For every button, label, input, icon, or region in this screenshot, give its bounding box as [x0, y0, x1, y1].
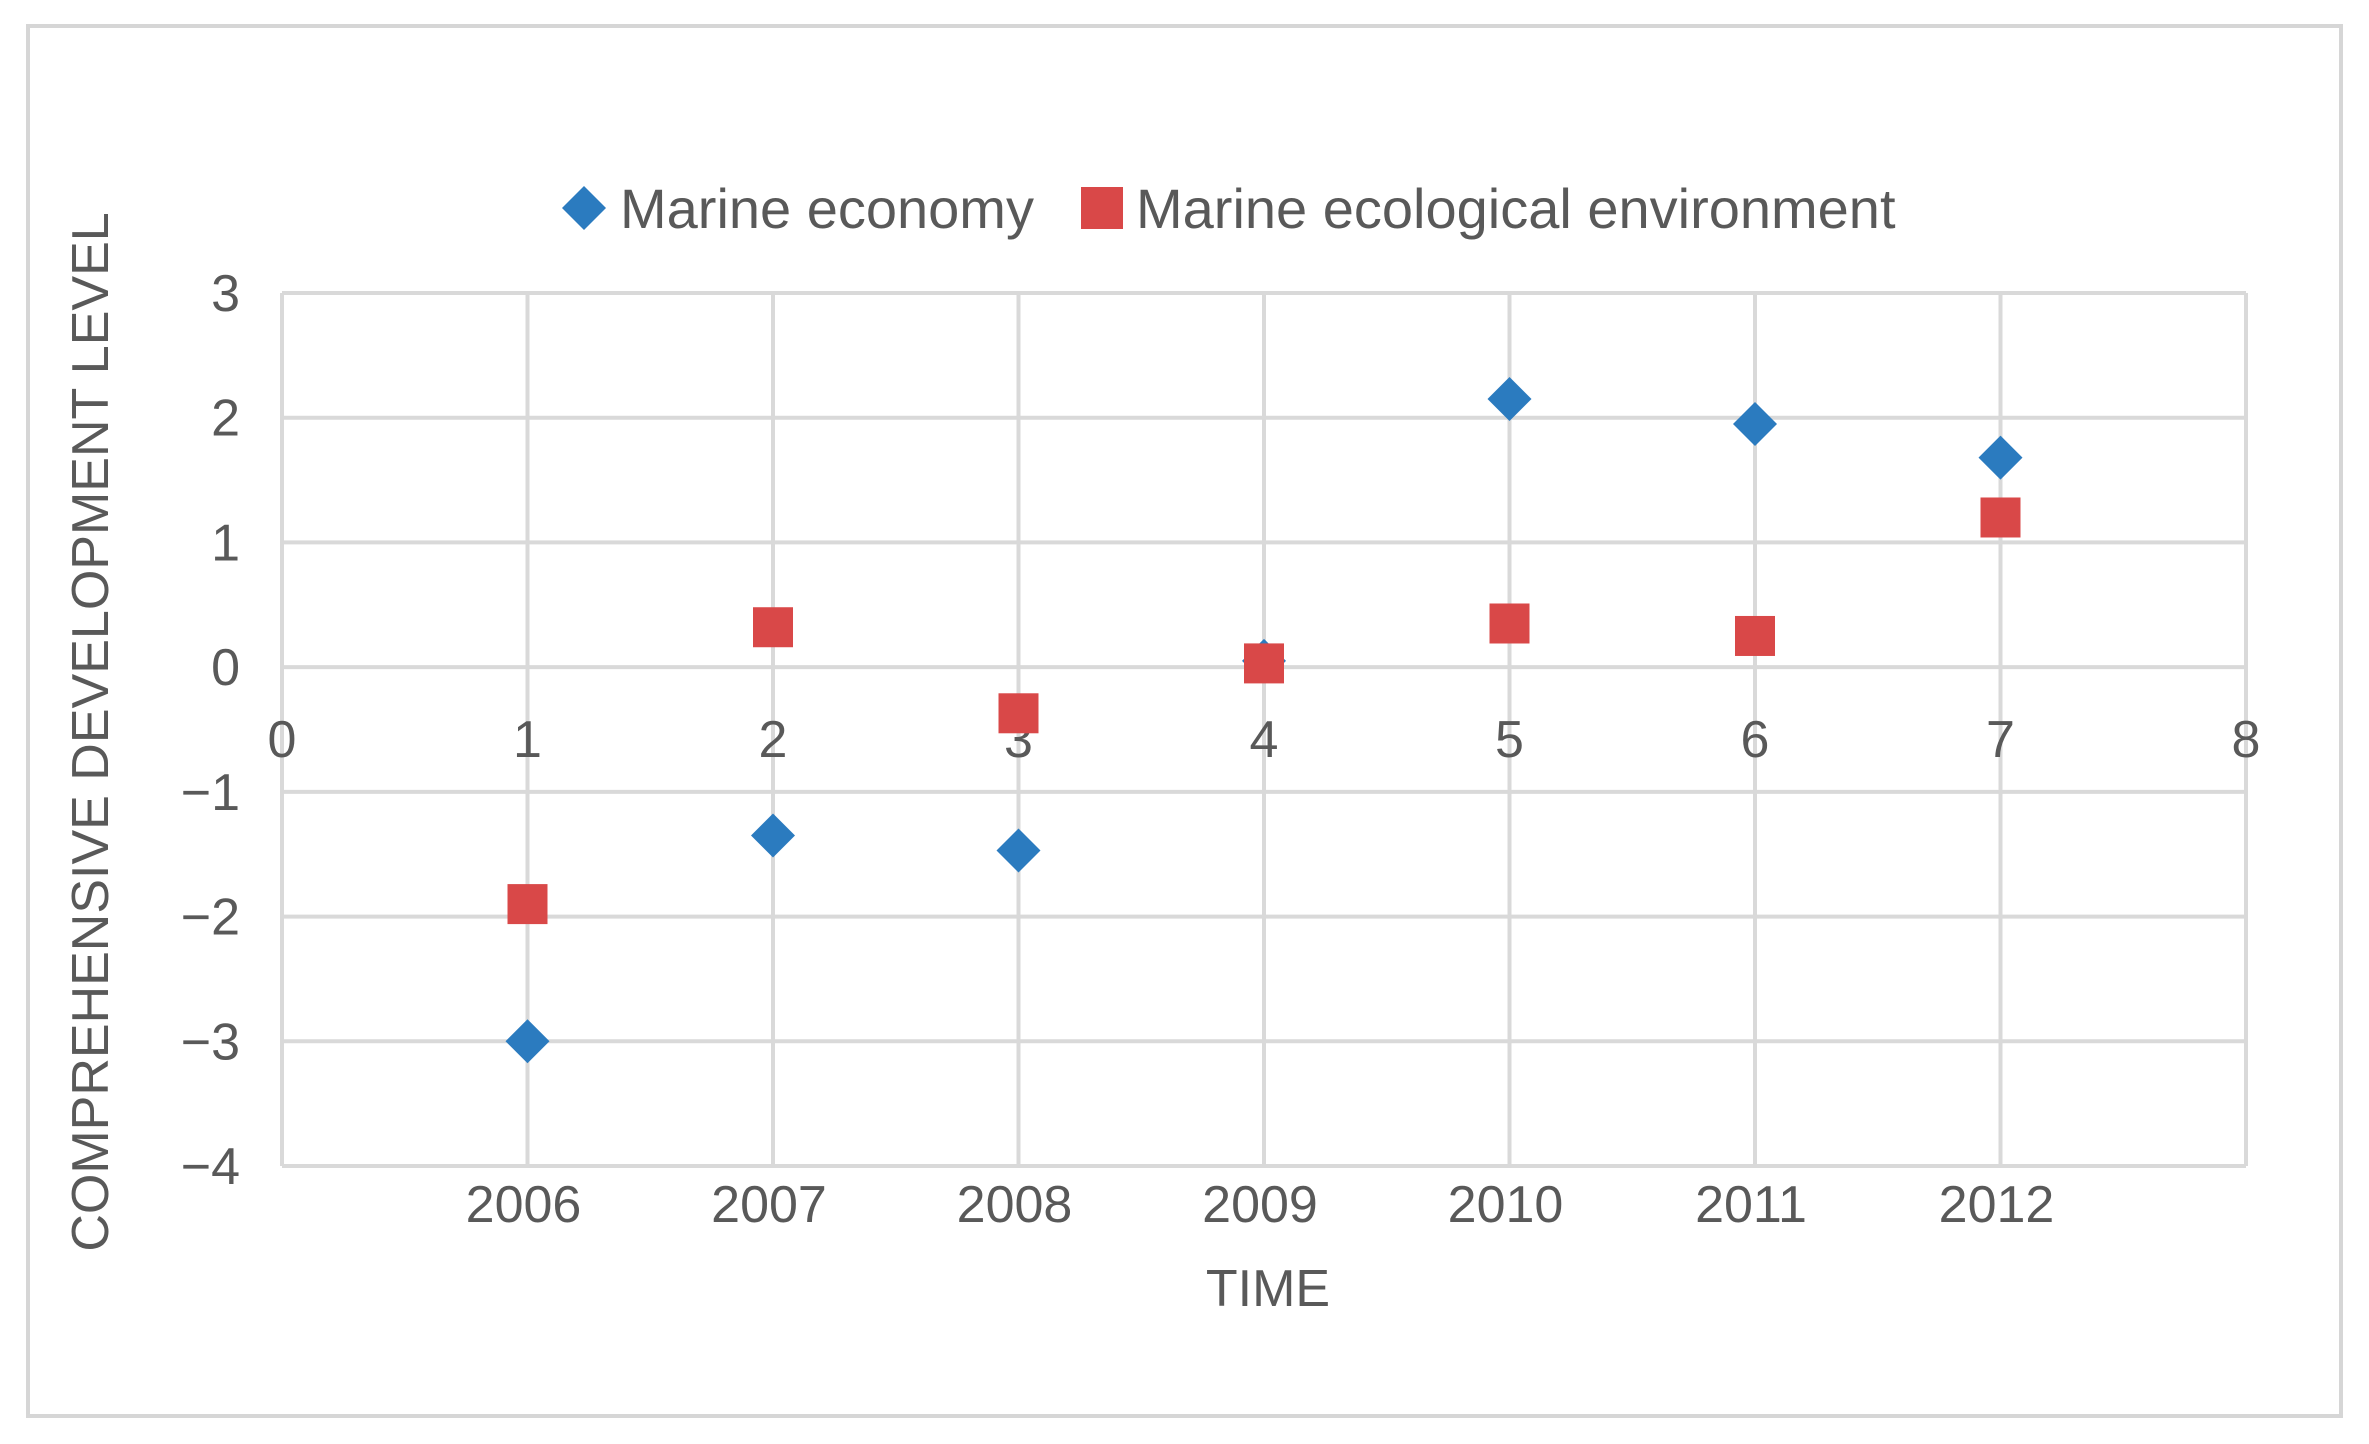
y-tick-label: 1 — [211, 514, 240, 572]
x-tick-label: 5 — [1495, 711, 1524, 769]
marine-economy-point — [1978, 435, 2023, 480]
y-axis-label: COMPREHENSIVE DEVELOPMENT LEVEL — [62, 212, 120, 1251]
x-tick-label: 0 — [268, 711, 297, 769]
x-tick-label: 7 — [1986, 711, 2015, 769]
marine-economy-point — [505, 1019, 550, 1064]
grid-lines — [280, 291, 2248, 1168]
x-axis-label: TIME — [1206, 1260, 1330, 1318]
category-label: 2006 — [466, 1176, 582, 1234]
y-tick-label: −3 — [181, 1013, 240, 1071]
legend: Marine economy Marine ecological environm… — [562, 177, 1896, 240]
category-labels: 2006 2007 2008 2009 2010 2011 2012 — [466, 1176, 2055, 1234]
legend-label-marine-ecology: Marine ecological environment — [1136, 177, 1896, 240]
category-label: 2008 — [957, 1176, 1073, 1234]
legend-marker-marine-ecology — [1081, 187, 1123, 229]
marine-economy-point — [1487, 377, 1532, 422]
y-tick-label: −1 — [181, 764, 240, 822]
y-axis-ticks: 3 2 1 0 −1 −2 −3 −4 — [181, 265, 240, 1196]
marine-ecology-point — [753, 607, 793, 648]
marine-economy-point — [996, 828, 1041, 873]
y-tick-label: −4 — [181, 1138, 240, 1196]
category-label: 2007 — [711, 1176, 827, 1234]
marine-economy-point — [751, 813, 795, 858]
legend-label-marine-economy: Marine economy — [620, 177, 1034, 240]
x-tick-label: 4 — [1250, 711, 1279, 769]
y-tick-label: 2 — [211, 390, 240, 448]
chart-frame — [26, 24, 2343, 1418]
x-tick-label: 1 — [513, 711, 542, 769]
category-label: 2012 — [1939, 1176, 2055, 1234]
legend-marker-marine-economy — [562, 186, 606, 230]
y-tick-label: 3 — [211, 265, 240, 323]
category-label: 2010 — [1448, 1176, 1564, 1234]
data-points — [505, 377, 2023, 1064]
marine-ecology-point — [998, 693, 1039, 734]
category-label: 2009 — [1202, 1176, 1318, 1234]
marine-ecology-point — [1489, 603, 1530, 644]
x-tick-label: 8 — [2232, 711, 2261, 769]
x-tick-label: 6 — [1741, 711, 1770, 769]
y-tick-label: −2 — [181, 889, 240, 947]
x-tick-label: 2 — [759, 711, 788, 769]
marine-ecology-point — [1980, 497, 2021, 538]
marine-ecology-point — [1735, 615, 1775, 656]
category-label: 2011 — [1695, 1176, 1807, 1234]
marine-ecology-point — [507, 884, 548, 925]
marine-ecology-point — [1244, 643, 1284, 684]
marine-economy-point — [1733, 401, 1777, 446]
y-tick-label: 0 — [211, 639, 240, 697]
